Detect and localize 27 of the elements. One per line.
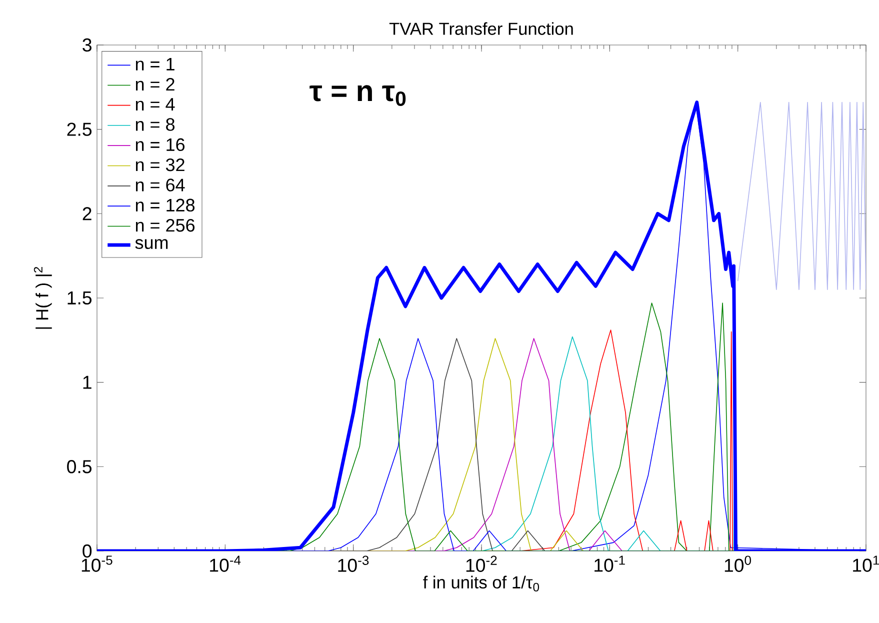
chart-title: TVAR Transfer Function: [389, 22, 573, 35]
legend-label: n = 8: [136, 118, 174, 131]
x-tick-label: 10$^{0}$: [724, 556, 751, 572]
y-tick-label: 0.5: [67, 460, 92, 474]
legend-label: n = 4: [136, 98, 175, 111]
y-tick-label: 2.5: [67, 122, 92, 136]
x-tick-label: 10$^{-2}$: [466, 556, 497, 572]
x-tick-label: 10$^{-4}$: [210, 556, 241, 572]
legend-label: n = 2: [136, 78, 174, 91]
y-tick-label: 2: [82, 207, 92, 220]
y-tick-label: 1.5: [68, 291, 92, 305]
x-axis-title: f in units of 1/τ$_{0}$: [423, 576, 540, 592]
x-tick-label: 10$^{-3}$: [338, 556, 369, 572]
legend-label: n = 64: [136, 178, 185, 192]
legend-label: n = 128: [136, 198, 195, 212]
legend-label: n = 1: [136, 58, 174, 70]
legend-label: n = 32: [136, 158, 184, 172]
y-axis-title: | H( f ) |$^{2}$: [34, 266, 52, 329]
y-tick-label: 3: [82, 38, 92, 52]
annotation: τ = n τ$_{0}$: [310, 85, 406, 106]
legend-label: n = 16: [136, 138, 185, 152]
y-tick-label: 1: [83, 376, 92, 389]
y-tick-label: 0: [82, 544, 92, 558]
x-tick-label: 10$^{-1}$: [594, 556, 625, 572]
legend-label: sum: [135, 239, 168, 249]
x-tick-label: 10$^{1}$: [853, 556, 879, 572]
legend-label: n = 256: [136, 218, 195, 232]
